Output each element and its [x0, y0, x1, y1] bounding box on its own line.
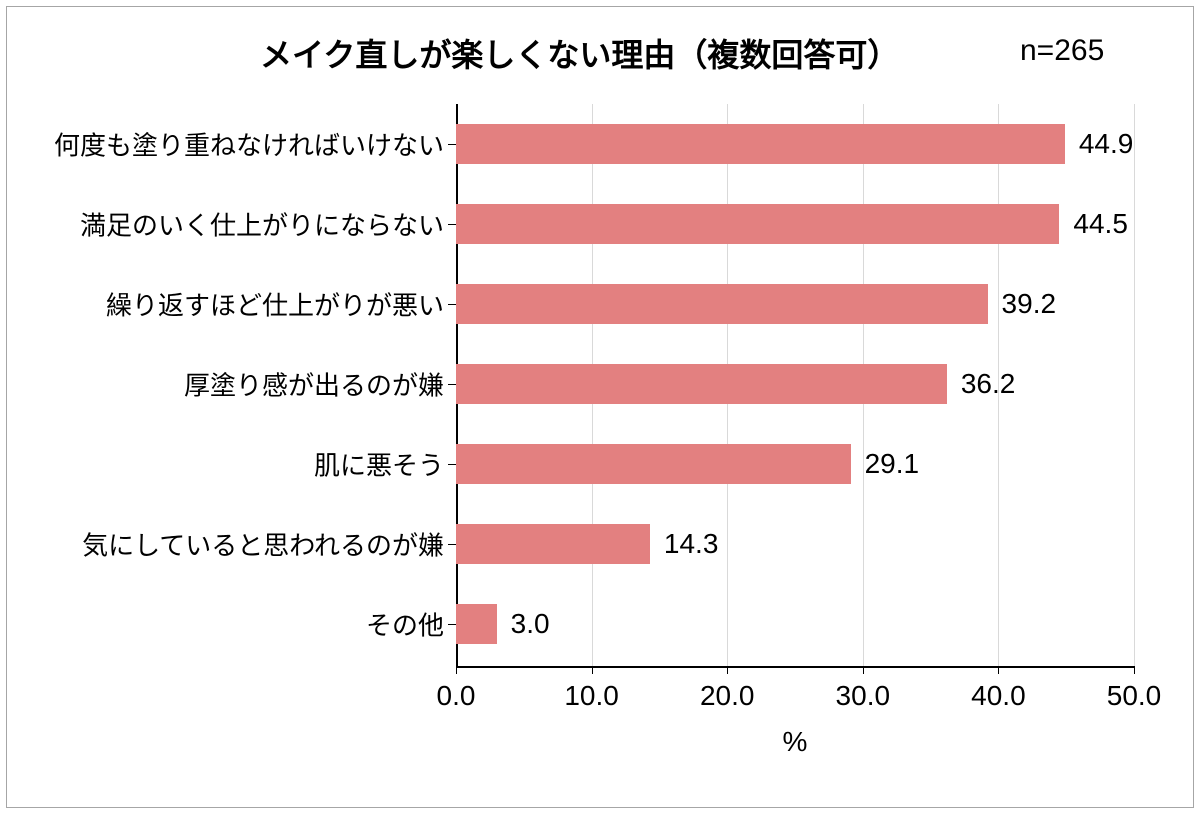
x-axis-title: % [783, 726, 808, 758]
y-tick-mark [448, 624, 456, 625]
bar [456, 284, 988, 324]
y-tick-mark [448, 144, 456, 145]
bar-row: 何度も塗り重ねなければいけない44.9 [456, 124, 1134, 164]
y-tick-mark [448, 304, 456, 305]
bar-value-label: 3.0 [511, 608, 550, 640]
bar [456, 364, 947, 404]
bar [456, 444, 851, 484]
x-tick-label: 20.0 [700, 680, 755, 712]
bar-row: 厚塗り感が出るのが嫌36.2 [456, 364, 1134, 404]
bar [456, 524, 650, 564]
bar-row: 気にしていると思われるのが嫌14.3 [456, 524, 1134, 564]
bar-category-label: 何度も塗り重ねなければいけない [54, 126, 456, 163]
bar [456, 604, 497, 644]
bar-value-label: 39.2 [1002, 288, 1057, 320]
bar-category-label: 厚塗り感が出るのが嫌 [184, 366, 456, 403]
y-tick-mark [448, 464, 456, 465]
bar-row: 満足のいく仕上がりにならない44.5 [456, 204, 1134, 244]
bar-row: 肌に悪そう29.1 [456, 444, 1134, 484]
chart-title: メイク直しが楽しくない理由（複数回答可） [260, 30, 899, 76]
bar-value-label: 44.9 [1079, 128, 1134, 160]
bar-category-label: 気にしていると思われるのが嫌 [82, 526, 456, 563]
bar [456, 124, 1065, 164]
x-tick-label: 50.0 [1107, 680, 1162, 712]
bar-row: その他3.0 [456, 604, 1134, 644]
bar-category-label: 肌に悪そう [314, 446, 456, 483]
bar-category-label: 繰り返すほど仕上がりが悪い [106, 286, 456, 323]
y-tick-mark [448, 384, 456, 385]
y-tick-mark [448, 224, 456, 225]
chart-n-annotation: n=265 [1020, 34, 1104, 68]
x-tick-label: 30.0 [836, 680, 891, 712]
bar-category-label: 満足のいく仕上がりにならない [80, 206, 456, 243]
bar-value-label: 14.3 [664, 528, 719, 560]
x-tick-label: 40.0 [971, 680, 1026, 712]
x-tick-mark [1134, 666, 1135, 674]
plot-area: 0.010.020.030.040.050.0何度も塗り重ねなければいけない44… [456, 104, 1134, 666]
bar-value-label: 36.2 [961, 368, 1016, 400]
bar [456, 204, 1059, 244]
x-tick-label: 0.0 [437, 680, 476, 712]
y-tick-mark [448, 544, 456, 545]
bar-value-label: 29.1 [865, 448, 920, 480]
x-axis-line [456, 666, 1134, 668]
gridline [1134, 104, 1135, 666]
x-tick-label: 10.0 [564, 680, 619, 712]
bar-row: 繰り返すほど仕上がりが悪い39.2 [456, 284, 1134, 324]
bar-value-label: 44.5 [1073, 208, 1128, 240]
bar-category-label: その他 [366, 606, 456, 643]
